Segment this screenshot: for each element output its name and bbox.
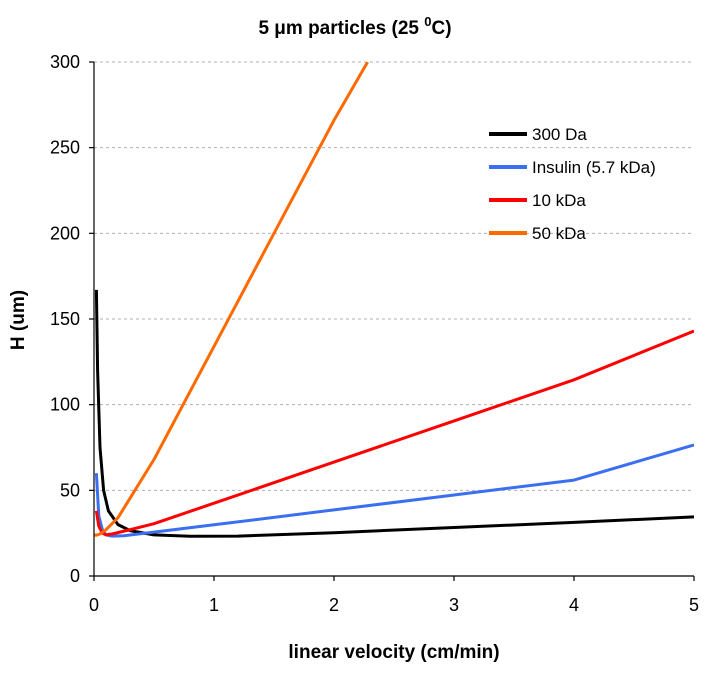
x-tick-labels: 0 1 2 3 4 5 [89,595,699,615]
y-tick-label-0: 0 [70,566,80,586]
y-tick-labels: 0 50 100 150 200 250 300 [50,52,80,586]
x-tick-label-4: 4 [569,595,579,615]
legend-label-3: 50 kDa [532,224,586,243]
chart-title-tail: C) [432,18,452,39]
y-tick-label-3: 150 [50,309,80,329]
legend-label-0: 300 Da [532,125,587,144]
chart-title-superscript: 0 [424,14,431,29]
axes [89,61,695,581]
y-tick-label-4: 200 [50,223,80,243]
x-tick-label-2: 2 [329,595,339,615]
y-tick-label-5: 250 [50,138,80,158]
plot-series [94,62,694,538]
x-tick-label-1: 1 [209,595,219,615]
legend-label-1: Insulin (5.7 kDa) [532,158,656,177]
y-tick-label-2: 100 [50,395,80,415]
series-line-3 [94,62,369,537]
series-line-0 [94,289,694,538]
x-axis-label: linear velocity (cm/min) [288,642,499,663]
gridlines [94,61,694,491]
series-line-1 [94,443,694,538]
chart-title-main: 5 μm particles (25 [258,18,424,39]
legend: 300 Da Insulin (5.7 kDa) 10 kDa 50 kDa [489,125,656,243]
y-tick-label-1: 50 [60,480,80,500]
x-tick-label-3: 3 [449,595,459,615]
series-line-2 [94,329,694,537]
x-tick-label-0: 0 [89,595,99,615]
legend-label-2: 10 kDa [532,191,586,210]
chart-title: 5 μm particles (25 0C) [258,14,451,39]
y-axis-label: H (um) [8,290,29,350]
y-tick-label-6: 300 [50,52,80,72]
x-tick-label-5: 5 [689,595,699,615]
